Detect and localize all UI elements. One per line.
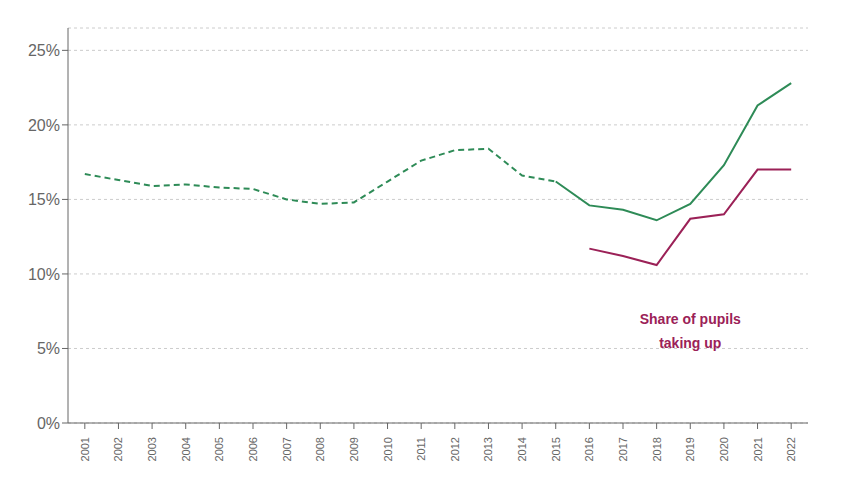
svg-text:2012: 2012 <box>449 437 461 461</box>
svg-text:2009: 2009 <box>348 437 360 461</box>
svg-text:20%: 20% <box>28 117 60 134</box>
svg-text:2006: 2006 <box>247 437 259 461</box>
svg-text:5%: 5% <box>37 340 60 357</box>
svg-text:2017: 2017 <box>617 437 629 461</box>
svg-text:2008: 2008 <box>314 437 326 461</box>
svg-text:25%: 25% <box>28 42 60 59</box>
svg-text:2010: 2010 <box>382 437 394 461</box>
svg-text:2007: 2007 <box>281 437 293 461</box>
svg-text:2015: 2015 <box>550 437 562 461</box>
svg-text:2013: 2013 <box>482 437 494 461</box>
svg-text:2003: 2003 <box>146 437 158 461</box>
svg-text:2004: 2004 <box>180 437 192 461</box>
svg-text:2022: 2022 <box>785 437 797 461</box>
svg-text:2016: 2016 <box>583 437 595 461</box>
svg-text:2018: 2018 <box>651 437 663 461</box>
svg-text:2020: 2020 <box>718 437 730 461</box>
svg-text:2014: 2014 <box>516 437 528 461</box>
svg-text:2021: 2021 <box>752 437 764 461</box>
svg-text:2011: 2011 <box>415 437 427 461</box>
svg-text:2005: 2005 <box>213 437 225 461</box>
svg-text:15%: 15% <box>28 191 60 208</box>
svg-text:Share of pupilstaking up: Share of pupilstaking up <box>640 311 741 351</box>
svg-text:2001: 2001 <box>79 437 91 461</box>
svg-text:2019: 2019 <box>684 437 696 461</box>
svg-text:0%: 0% <box>37 415 60 432</box>
svg-text:10%: 10% <box>28 266 60 283</box>
svg-text:2002: 2002 <box>112 437 124 461</box>
